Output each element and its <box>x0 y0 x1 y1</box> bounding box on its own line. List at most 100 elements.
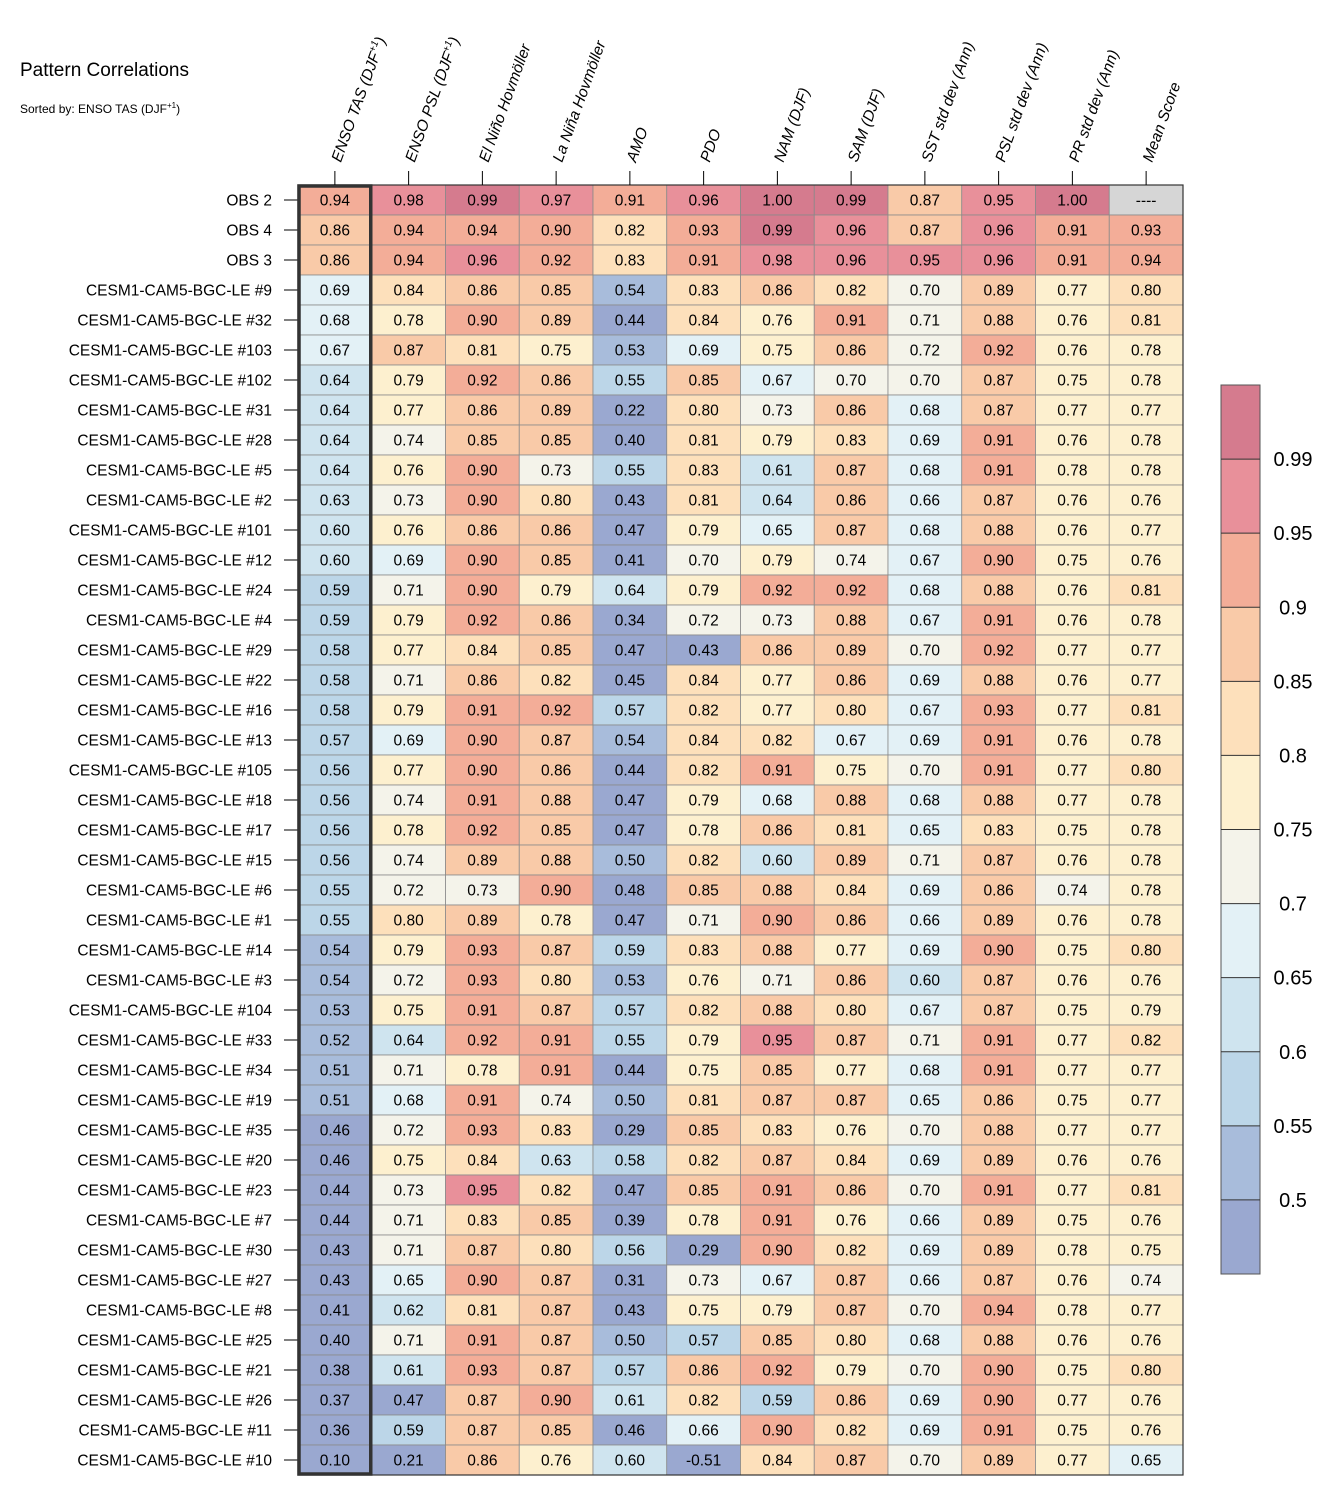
heatmap-cell <box>740 1264 815 1296</box>
cell-value: 0.97 <box>541 193 571 210</box>
cell-value: 0.86 <box>836 913 866 930</box>
cell-value: 0.80 <box>1131 763 1162 780</box>
cell-value: 0.77 <box>1057 403 1087 420</box>
heatmap-cell <box>371 514 446 546</box>
cell-value: 0.75 <box>836 763 866 780</box>
cell-value: 0.80 <box>1131 943 1162 960</box>
colorbar-label: 0.9 <box>1279 597 1307 619</box>
row-label: CESM1-CAM5-BGC-LE #21 <box>77 1363 272 1380</box>
cell-value: 0.74 <box>1131 1273 1162 1290</box>
heatmap-cell <box>887 274 963 306</box>
heatmap-cell <box>887 874 963 906</box>
cell-value: 0.89 <box>541 403 571 420</box>
cell-value: 0.76 <box>1057 673 1087 690</box>
cell-value: 0.77 <box>1057 1033 1087 1050</box>
row-label: CESM1-CAM5-BGC-LE #10 <box>77 1453 272 1470</box>
heatmap-cell <box>666 274 741 306</box>
heatmap-cell <box>1108 184 1184 216</box>
cell-value: 0.44 <box>320 1183 351 1200</box>
cell-value: 0.68 <box>910 793 940 810</box>
cell-value: 0.91 <box>615 193 645 210</box>
heatmap-cell <box>1035 1114 1110 1146</box>
heatmap-cell <box>666 874 741 906</box>
cell-value: 0.87 <box>836 1033 866 1050</box>
cell-value: 0.87 <box>394 343 424 360</box>
heatmap-cell <box>371 454 446 486</box>
cell-value: 0.77 <box>1131 403 1161 420</box>
cell-value: 0.85 <box>689 1183 719 1200</box>
heatmap-cell <box>961 1444 1036 1476</box>
cell-value: 0.44 <box>615 313 646 330</box>
heatmap-cell <box>666 304 741 336</box>
cell-value: 0.76 <box>1131 1213 1161 1230</box>
cell-value: 0.82 <box>1131 1033 1161 1050</box>
row-label: OBS 2 <box>226 193 272 210</box>
cell-value: 0.67 <box>320 343 350 360</box>
cell-value: 0.77 <box>1057 283 1087 300</box>
heatmap-cell <box>518 694 594 726</box>
row-label: CESM1-CAM5-BGC-LE #103 <box>69 343 272 360</box>
heatmap-cell <box>592 844 668 876</box>
row-label: CESM1-CAM5-BGC-LE #33 <box>77 1033 272 1050</box>
heatmap-cell <box>666 484 741 516</box>
cell-value: 0.95 <box>910 253 940 270</box>
cell-value: 0.78 <box>394 823 424 840</box>
heatmap-cell <box>813 784 889 816</box>
heatmap-cell <box>887 1204 963 1236</box>
cell-value: 0.56 <box>615 1243 645 1260</box>
heatmap-cell <box>371 994 446 1026</box>
cell-value: 0.71 <box>394 673 424 690</box>
cell-value: 0.65 <box>910 823 940 840</box>
cell-value: 0.90 <box>467 493 498 510</box>
cell-value: 0.93 <box>984 703 1014 720</box>
cell-value: 0.67 <box>910 1003 940 1020</box>
cell-value: 0.72 <box>394 1123 424 1140</box>
cell-value: 0.86 <box>836 403 866 420</box>
cell-value: 0.75 <box>689 1063 719 1080</box>
heatmap-cell <box>518 904 594 936</box>
cell-value: 0.74 <box>394 853 425 870</box>
heatmap-cell <box>666 1234 741 1266</box>
cell-value: 0.70 <box>910 1363 941 1380</box>
cell-value: 0.86 <box>320 223 350 240</box>
cell-value: 0.78 <box>541 913 571 930</box>
cell-value: 0.88 <box>984 793 1014 810</box>
heatmap-cell <box>1108 1414 1184 1446</box>
heatmap-cell <box>445 544 520 576</box>
cell-value: 0.92 <box>467 823 497 840</box>
cell-value: 0.68 <box>910 583 940 600</box>
cell-value: 0.87 <box>541 943 571 960</box>
cell-value: 0.88 <box>541 853 571 870</box>
heatmap-cell <box>961 214 1036 246</box>
cell-value: 0.94 <box>467 223 498 240</box>
heatmap-cell <box>371 844 446 876</box>
cell-value: 0.90 <box>467 583 498 600</box>
heatmap-cell <box>371 544 446 576</box>
heatmap-cell <box>592 964 668 996</box>
cell-value: 0.47 <box>615 913 645 930</box>
cell-value: 0.74 <box>541 1093 572 1110</box>
cell-value: 0.68 <box>910 403 940 420</box>
cell-value: 0.67 <box>910 703 940 720</box>
cell-value: 0.98 <box>394 193 424 210</box>
heatmap-cell <box>666 514 741 546</box>
heatmap-cell <box>740 484 815 516</box>
column-label: ENSO TAS (DJF+1) <box>328 34 390 164</box>
cell-value: 0.59 <box>320 613 350 630</box>
cell-value: 0.80 <box>1131 283 1162 300</box>
cell-value: 0.61 <box>615 1393 645 1410</box>
cell-value: 0.86 <box>836 493 866 510</box>
cell-value: 0.67 <box>836 733 866 750</box>
heatmap-cell <box>887 1444 963 1476</box>
cell-value: 0.68 <box>910 523 940 540</box>
cell-value: 0.76 <box>1131 1153 1161 1170</box>
cell-value: 0.84 <box>689 313 720 330</box>
cell-value: 0.75 <box>1057 1003 1087 1020</box>
cell-value: 0.82 <box>689 763 719 780</box>
heatmap-cell <box>1035 1324 1110 1356</box>
cell-value: 0.70 <box>910 373 941 390</box>
heatmap-cell <box>666 604 741 636</box>
cell-value: 0.47 <box>615 793 645 810</box>
heatmap-cell <box>813 634 889 666</box>
cell-value: 0.77 <box>1131 1063 1161 1080</box>
